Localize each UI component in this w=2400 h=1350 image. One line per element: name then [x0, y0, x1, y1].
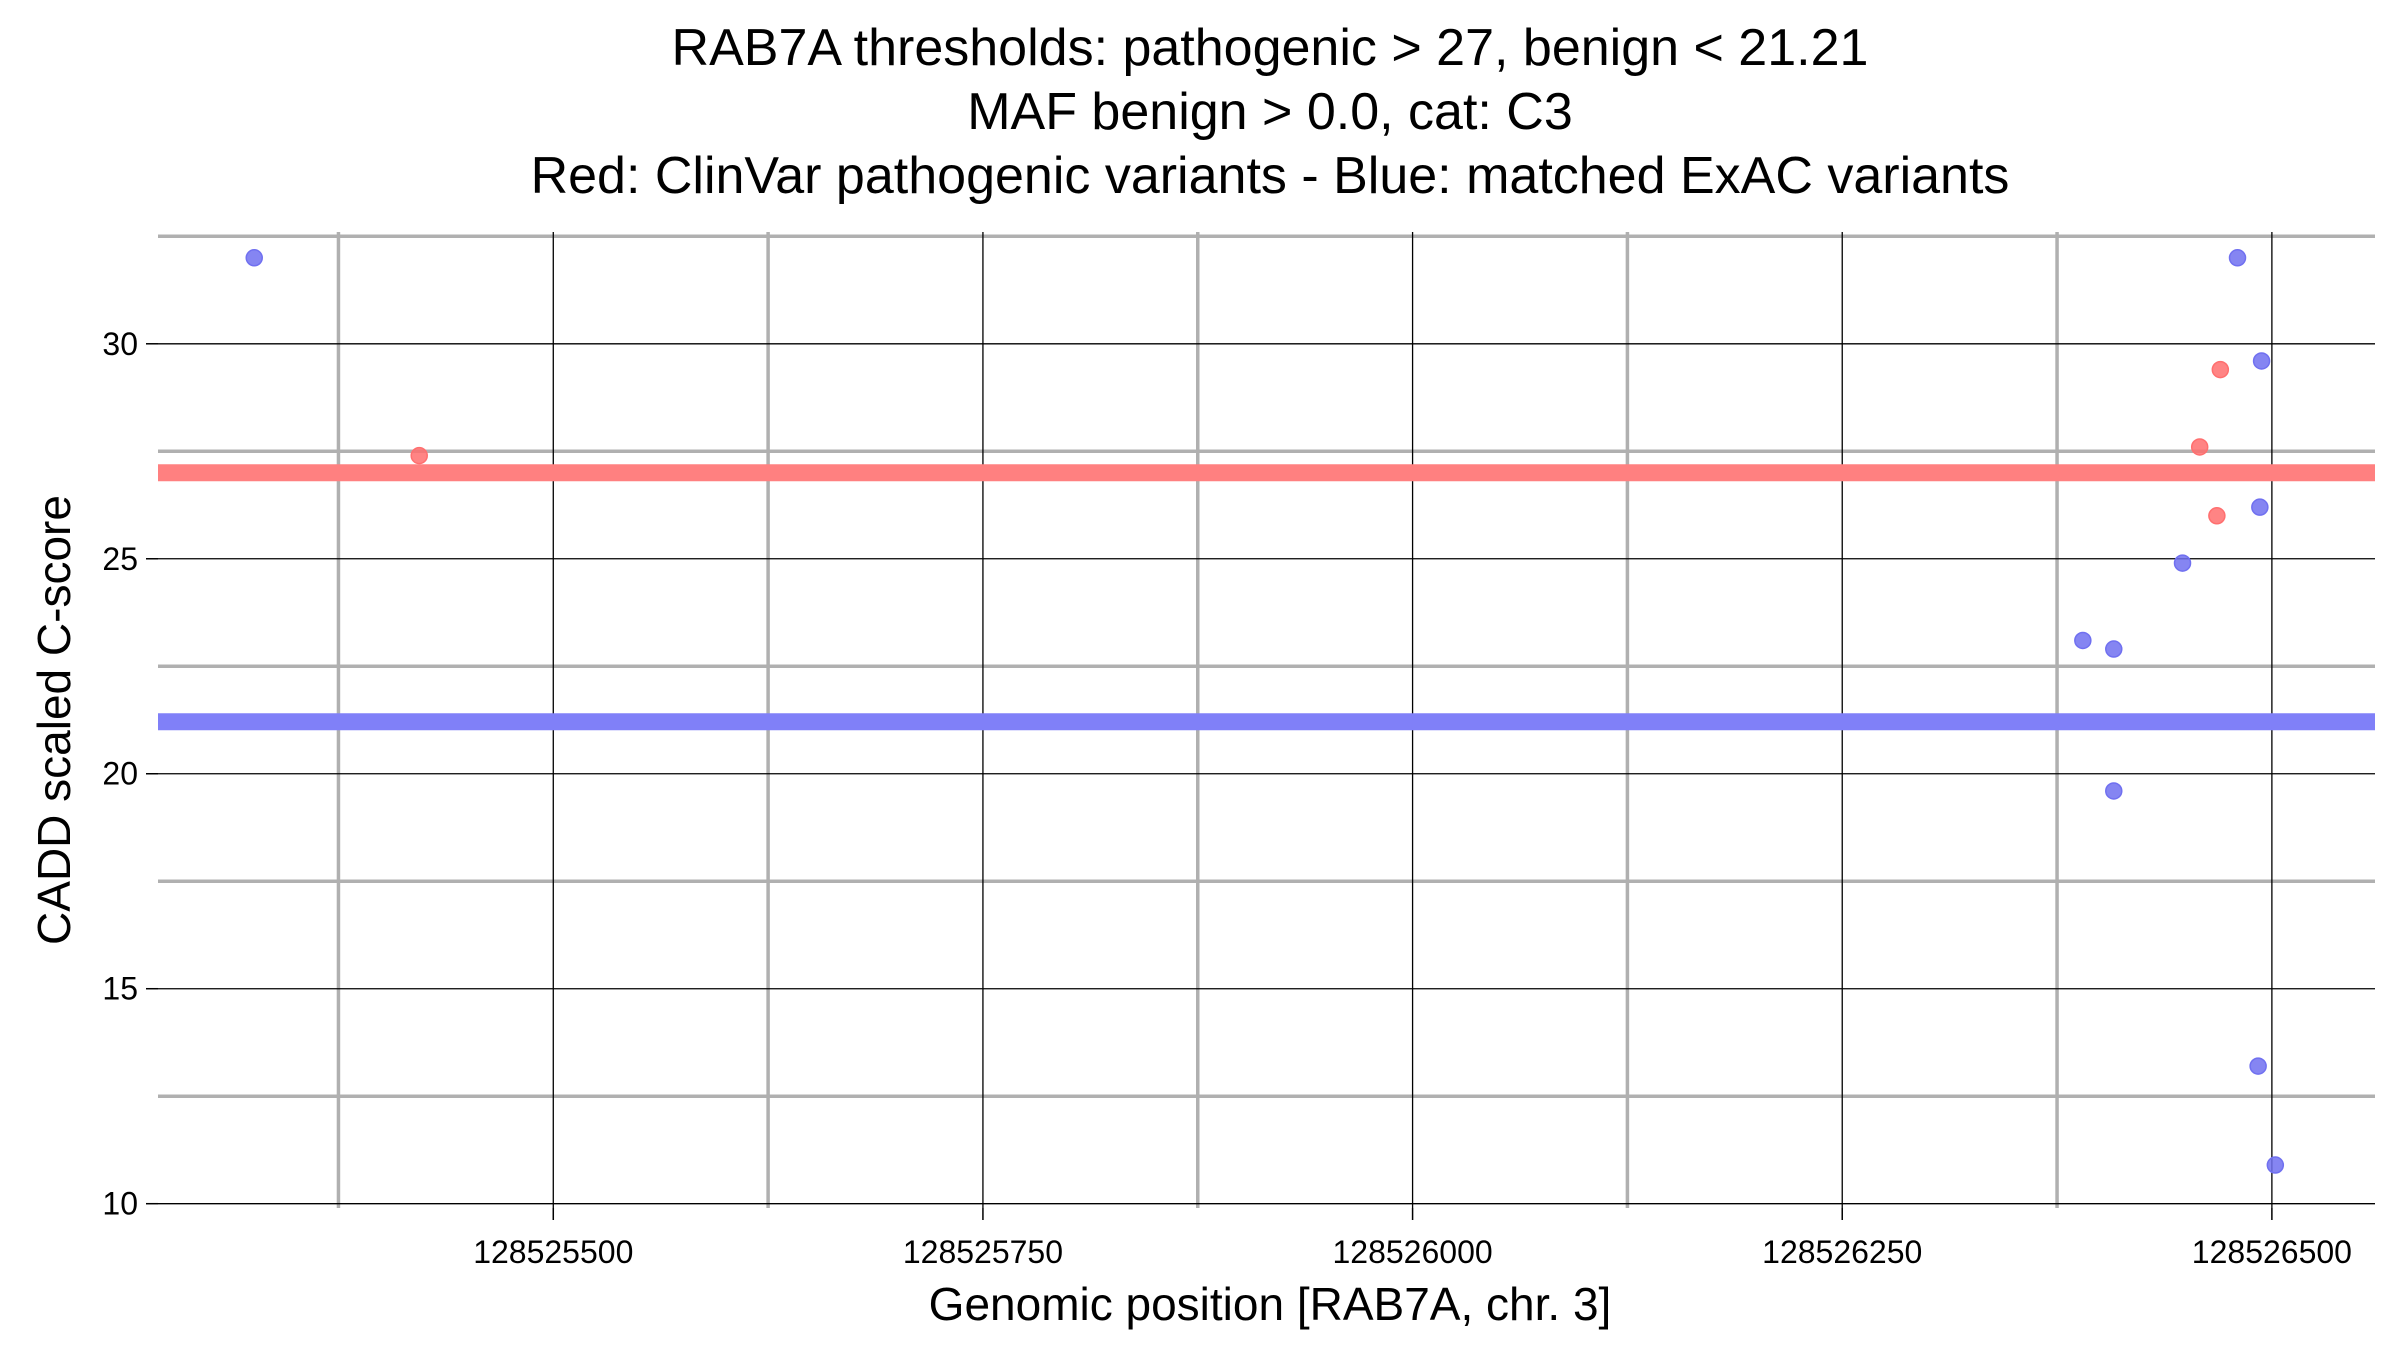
x-tick-label: 128526250: [1762, 1234, 1922, 1270]
chart-title: RAB7A thresholds: pathogenic > 27, benig…: [531, 19, 2010, 205]
exac-variant-point: [2105, 640, 2123, 658]
threshold-lines: [158, 464, 2375, 731]
exac-variant-point: [2105, 782, 2123, 800]
x-tick-label: 128525500: [473, 1234, 633, 1270]
exac-variant-point: [2252, 352, 2271, 370]
y-tick-label: 15: [102, 971, 138, 1007]
data-points: [245, 249, 2285, 1174]
y-tick-label: 10: [102, 1186, 138, 1222]
pathogenic-variant-point: [2208, 507, 2226, 525]
x-tick-label: 128526000: [1332, 1234, 1492, 1270]
title-line-2: MAF benign > 0.0, cat: C3: [967, 83, 1573, 141]
pathogenic-variant-point: [410, 446, 428, 465]
pathogenic-variant-point: [2211, 360, 2230, 379]
exac-variant-point: [2251, 498, 2269, 516]
x-axis-title: Genomic position [RAB7A, chr. 3]: [929, 1278, 1612, 1330]
y-tick-label: 30: [102, 326, 138, 362]
exac-variant-point: [2249, 1057, 2267, 1075]
y-tick-label: 20: [102, 756, 138, 792]
title-line-3: Red: ClinVar pathogenic variants - Blue:…: [531, 147, 2010, 205]
axis-ticks: 128525500 128525750 128526000 128526250 1285…: [102, 326, 2352, 1270]
y-tick-label: 25: [102, 541, 138, 577]
y-axis-title: CADD scaled C-score: [28, 495, 80, 945]
exac-variant-point: [245, 249, 263, 267]
x-tick-label: 128525750: [903, 1234, 1063, 1270]
exac-variant-point: [2074, 631, 2092, 650]
exac-variant-point: [2266, 1156, 2285, 1174]
x-tick-label: 128526500: [2192, 1234, 2352, 1270]
title-line-1: RAB7A thresholds: pathogenic > 27, benig…: [672, 19, 1869, 77]
exac-variant-point: [2228, 249, 2247, 267]
pathogenic-variant-point: [2190, 438, 2209, 456]
exac-variant-point: [2173, 554, 2192, 572]
